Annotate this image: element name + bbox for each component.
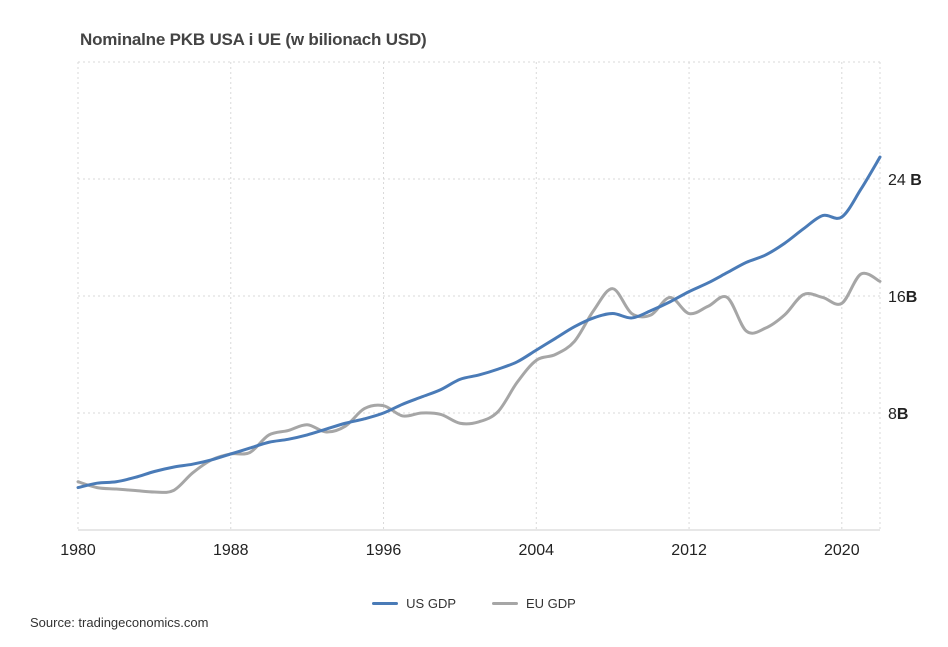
legend: US GDP EU GDP <box>0 596 948 611</box>
y-tick-label: 8B <box>888 406 908 423</box>
x-axis-ticks: 1980 1988 1996 2004 2012 2020 <box>60 542 860 559</box>
legend-label-eu: EU GDP <box>526 596 576 611</box>
y-tick-label: 16B <box>888 289 917 306</box>
grid-lines <box>77 61 881 530</box>
y-tick-label: 24 B <box>888 172 922 189</box>
legend-item-us[interactable]: US GDP <box>372 596 456 611</box>
series-line-eu-gdp[interactable] <box>76 271 882 494</box>
legend-swatch-eu <box>492 602 518 605</box>
x-tick-label: 1988 <box>213 542 249 559</box>
legend-item-eu[interactable]: EU GDP <box>492 596 576 611</box>
x-tick-label: 2004 <box>518 542 554 559</box>
x-tick-label: 2012 <box>671 542 707 559</box>
x-tick-label: 1980 <box>60 542 96 559</box>
legend-swatch-us <box>372 602 399 605</box>
x-tick-label: 1996 <box>366 542 402 559</box>
x-tick-label: 2020 <box>824 542 860 559</box>
y-axis-ticks: 8B 16B 24 B <box>888 172 922 423</box>
legend-label-us: US GDP <box>406 596 456 611</box>
series-lines <box>76 155 882 494</box>
chart-title: Nominalne PKB USA i UE (w bilionach USD) <box>80 30 427 49</box>
source-note: Source: tradingeconomics.com <box>30 615 209 630</box>
series-line-us-gdp[interactable] <box>76 155 882 490</box>
